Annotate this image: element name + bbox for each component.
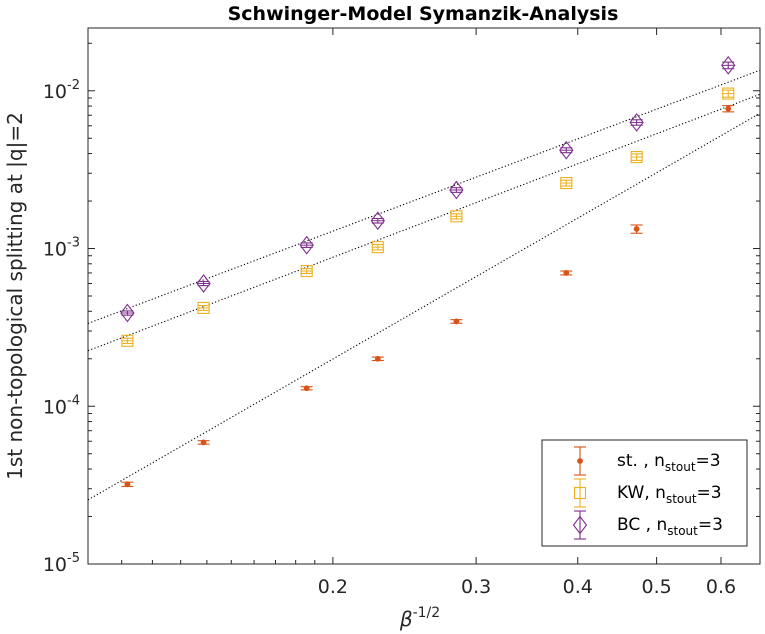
x-tick-label: 0.5: [641, 576, 671, 598]
y-axis: 10-510-410-310-2: [43, 42, 760, 576]
y-axis-label: 1st non-topological splitting at |q|=2: [3, 112, 27, 480]
legend-label-suffix: =3: [696, 451, 721, 471]
legend-label: BC , nstout=3: [617, 515, 723, 538]
y-tick-base: 10: [43, 239, 67, 261]
legend-marker: [572, 515, 588, 535]
legend-label: KW, nstout=3: [617, 483, 722, 506]
x-tick-label: 0.3: [461, 576, 491, 598]
data-point: [721, 55, 736, 75]
legend-label: st. , nstout=3: [617, 451, 721, 474]
data-point: [450, 210, 463, 223]
legend-label-prefix: st. , n: [617, 451, 665, 471]
x-tick-label: 0.6: [706, 576, 736, 598]
y-tick-base: 10: [43, 554, 67, 576]
legend-marker: [577, 458, 583, 464]
x-axis-label-exponent: -1/2: [413, 605, 441, 621]
legend-label-suffix: =3: [698, 515, 723, 535]
y-tick-label: 10-5: [43, 551, 80, 576]
data-point: [563, 270, 570, 276]
data-point: [629, 113, 644, 132]
data-point: [197, 301, 210, 314]
legend-label-subscript: stout: [667, 524, 698, 538]
y-tick-base: 10: [43, 81, 67, 103]
legend-marker: [573, 486, 587, 500]
data-point: [120, 303, 135, 323]
data-point: [124, 481, 131, 488]
legend-label-prefix: BC , n: [617, 515, 667, 535]
data-point: [449, 180, 464, 200]
data-point: [374, 355, 381, 362]
data-point: [121, 334, 134, 347]
data-point: [196, 274, 211, 293]
data-point: [303, 385, 310, 392]
legend-label-subscript: stout: [666, 492, 697, 506]
chart-title: Schwinger-Model Symanzik-Analysis: [228, 3, 619, 25]
y-tick-label: 10-2: [43, 78, 80, 103]
fit-line: [88, 112, 760, 501]
data-point: [560, 177, 573, 190]
data-point: [725, 105, 732, 112]
data-point: [200, 439, 207, 446]
x-axis-label-symbol: β: [399, 607, 413, 631]
y-tick-exponent: -2: [67, 78, 80, 93]
data-point: [630, 151, 643, 164]
y-tick-label: 10-3: [43, 236, 80, 261]
data-point: [300, 264, 313, 278]
x-axis-label: β-1/2: [399, 605, 440, 631]
x-axis: 0.2 0.3 0.4 0.5 0.6: [121, 28, 736, 598]
data-point: [453, 318, 460, 325]
data-point: [559, 140, 574, 160]
data-point: [633, 226, 640, 232]
data-point: [722, 87, 735, 100]
y-tick-exponent: -4: [67, 393, 80, 408]
y-tick-exponent: -5: [67, 551, 80, 566]
legend-label-subscript: stout: [665, 460, 696, 474]
x-tick-label: 0.4: [563, 576, 593, 598]
legend-label-suffix: =3: [697, 483, 722, 503]
legend: st. , nstout=3KW, nstout=3BC , nstout=3: [541, 439, 748, 547]
y-tick-base: 10: [43, 396, 67, 418]
y-tick-exponent: -3: [67, 236, 80, 251]
x-tick-label: 0.2: [318, 576, 348, 598]
data-point: [299, 235, 314, 255]
data-point: [370, 211, 385, 231]
legend-label-prefix: KW, n: [617, 483, 666, 503]
data-point: [371, 241, 384, 254]
y-tick-label: 10-4: [43, 393, 80, 418]
data-marks: [120, 55, 736, 488]
